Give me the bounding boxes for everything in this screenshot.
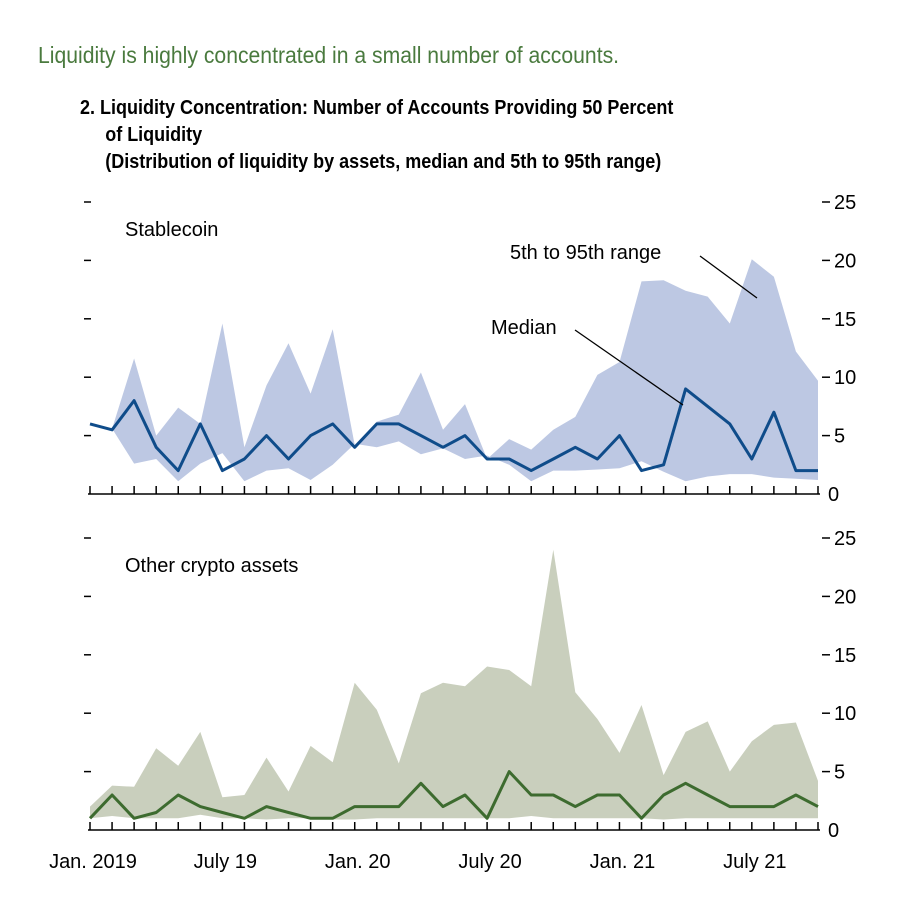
range-annotation-leader	[699, 255, 758, 299]
other-crypto-y-tick-label: 15	[834, 645, 856, 667]
stablecoin-range-band	[90, 259, 818, 482]
median-annotation-leader	[574, 329, 684, 406]
stablecoin-panel-label: Stablecoin	[125, 219, 218, 241]
chart-title-line-1: 2. Liquidity Concentration: Number of Ac…	[80, 97, 674, 119]
x-tick-label: Jan. 21	[590, 851, 656, 873]
range-annotation: 5th to 95th range	[510, 242, 661, 264]
other-crypto-range-band	[90, 549, 818, 820]
other-crypto-median-line	[88, 770, 819, 820]
other-crypto-panel-label: Other crypto assets	[125, 555, 298, 577]
x-tick-label: Jan. 20	[325, 851, 391, 873]
stablecoin-y-tick-label: 15	[834, 309, 856, 331]
other-crypto-y-tick-label: 10	[834, 703, 856, 725]
stablecoin-y-tick-label: 20	[834, 250, 856, 272]
stablecoin-y-tick-label: 5	[834, 426, 845, 448]
chart-title: 2. Liquidity Concentration: Number of Ac…	[80, 95, 673, 176]
stablecoin-y-tick-label: 10	[834, 367, 856, 389]
chart-title-line-2: of Liquidity	[105, 124, 203, 146]
x-tick-label: July 20	[458, 851, 521, 873]
x-tick-label: Jan. 2019	[49, 851, 137, 873]
other-crypto-y-tick-label: 20	[834, 586, 856, 608]
x-tick-label: July 21	[723, 851, 786, 873]
chart-title-line-3: (Distribution of liquidity by assets, me…	[105, 151, 662, 173]
median-annotation: Median	[491, 317, 557, 339]
other-crypto-y-tick-label: 0	[828, 820, 839, 842]
other-crypto-y-tick-label: 25	[834, 528, 856, 550]
stablecoin-y-tick-label: 0	[828, 484, 839, 506]
stablecoin-median-line	[89, 387, 818, 473]
x-tick-label: July 19	[194, 851, 257, 873]
stablecoin-y-tick-label: 25	[834, 192, 856, 214]
headline: Liquidity is highly concentrated in a sm…	[38, 42, 620, 68]
other-crypto-y-tick-label: 5	[834, 762, 845, 784]
